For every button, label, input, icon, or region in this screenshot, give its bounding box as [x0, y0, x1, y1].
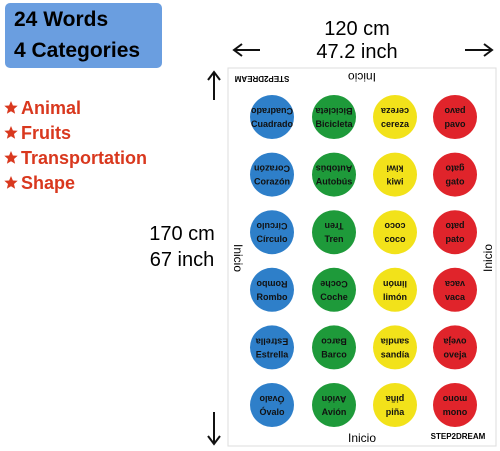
word-flipped: Óvalo: [259, 394, 285, 405]
word: Coche: [320, 292, 348, 302]
word-circle: [250, 95, 294, 139]
word-flipped: Avión: [322, 394, 347, 404]
word-circle: [312, 210, 356, 255]
word: piña: [386, 407, 405, 417]
word-circle: [433, 95, 477, 139]
brand: STEP2DREAM: [234, 74, 289, 83]
word-flipped: coco: [384, 221, 406, 231]
word-circle: [250, 210, 294, 255]
brand: STEP2DREAM: [431, 432, 486, 441]
word-flipped: Cuadrado: [251, 106, 294, 116]
word-flipped: piña: [385, 394, 404, 404]
word: Círculo: [256, 234, 288, 244]
header-box: [5, 3, 162, 68]
word-flipped: cereza: [380, 106, 409, 116]
word-flipped: Rombo: [256, 279, 287, 289]
word: oveja: [443, 349, 467, 359]
word: Avión: [322, 407, 347, 417]
word: cereza: [381, 119, 410, 129]
word: pavo: [444, 119, 466, 129]
start-label: Inicio: [231, 244, 245, 272]
word-circle: [433, 152, 477, 197]
category-item: Shape: [21, 173, 75, 193]
word: sandía: [381, 349, 411, 359]
word-circle: [373, 152, 417, 197]
word-flipped: Corazón: [254, 164, 290, 174]
category-item: Fruits: [21, 123, 71, 143]
word: Corazón: [254, 177, 290, 187]
word-flipped: Autobús: [316, 164, 353, 174]
start-label: Inicio: [481, 244, 495, 272]
word: coco: [384, 234, 406, 244]
header-line: 24 Words: [14, 8, 108, 31]
category-item: Animal: [21, 98, 81, 118]
word: mono: [443, 407, 468, 417]
start-label: Inicio: [348, 431, 376, 445]
word-flipped: vaca: [444, 279, 465, 289]
word-circle: [433, 383, 477, 427]
word-circle: [373, 267, 417, 312]
word-flipped: Tren: [324, 221, 343, 231]
word-circle: [250, 325, 294, 370]
category-list: Animal Fruits Transportation Shape: [4, 98, 147, 193]
word-flipped: Barco: [321, 336, 347, 346]
word-circle: [250, 267, 294, 312]
word-circle: [373, 210, 417, 255]
start-label: Inicio: [348, 70, 376, 84]
word-flipped: pavo: [444, 106, 466, 116]
star-icon: [4, 101, 18, 114]
header-line: 4 Categories: [14, 39, 140, 62]
word-circle: [312, 152, 356, 197]
word-circle: [373, 325, 417, 370]
word-flipped: Coche: [320, 279, 348, 289]
word-flipped: limón: [383, 279, 407, 289]
word: Autobús: [316, 177, 353, 187]
word-flipped: Estrella: [255, 336, 289, 346]
word-flipped: kiwi: [386, 164, 403, 174]
word-flipped: pato: [445, 221, 465, 231]
width-label: 120 cm: [324, 18, 390, 40]
width-label: 47.2 inch: [316, 41, 397, 63]
word: Tren: [324, 234, 343, 244]
word: Óvalo: [259, 406, 285, 417]
star-icon: [4, 151, 18, 164]
word: Rombo: [257, 292, 288, 302]
word-circle: [433, 210, 477, 255]
word-flipped: Círculo: [256, 221, 288, 231]
category-item: Transportation: [21, 148, 147, 168]
word-circle: [373, 383, 417, 427]
word: kiwi: [386, 177, 403, 187]
word-flipped: Bicicleta: [315, 106, 353, 116]
word: gato: [446, 177, 466, 187]
height-label: 170 cm: [149, 223, 215, 245]
word-flipped: sandía: [380, 336, 410, 346]
word-flipped: gato: [445, 164, 465, 174]
word-circle: [312, 95, 356, 139]
star-icon: [4, 176, 18, 189]
word: Bicicleta: [315, 119, 353, 129]
word-circle: [373, 95, 417, 139]
star-icon: [4, 126, 18, 139]
word-circle: [312, 383, 356, 427]
word-circle: [250, 383, 294, 427]
word: limón: [383, 292, 407, 302]
word-flipped: oveja: [442, 336, 466, 346]
word: Barco: [321, 349, 347, 359]
word-circle: [250, 152, 294, 197]
word: vaca: [445, 292, 466, 302]
word-circle: [312, 267, 356, 312]
word: pato: [446, 234, 466, 244]
arrows: [207, 43, 494, 446]
word-circle: [312, 325, 356, 370]
word-flipped: mono: [442, 394, 467, 404]
word: Cuadrado: [251, 119, 294, 129]
word-grid: Cuadrado Cuadrado Bicicleta Bicicleta cereza…: [250, 95, 477, 427]
word-circle: [433, 267, 477, 312]
height-label: 67 inch: [150, 249, 215, 271]
word-circle: [433, 325, 477, 370]
word: Estrella: [256, 349, 290, 359]
